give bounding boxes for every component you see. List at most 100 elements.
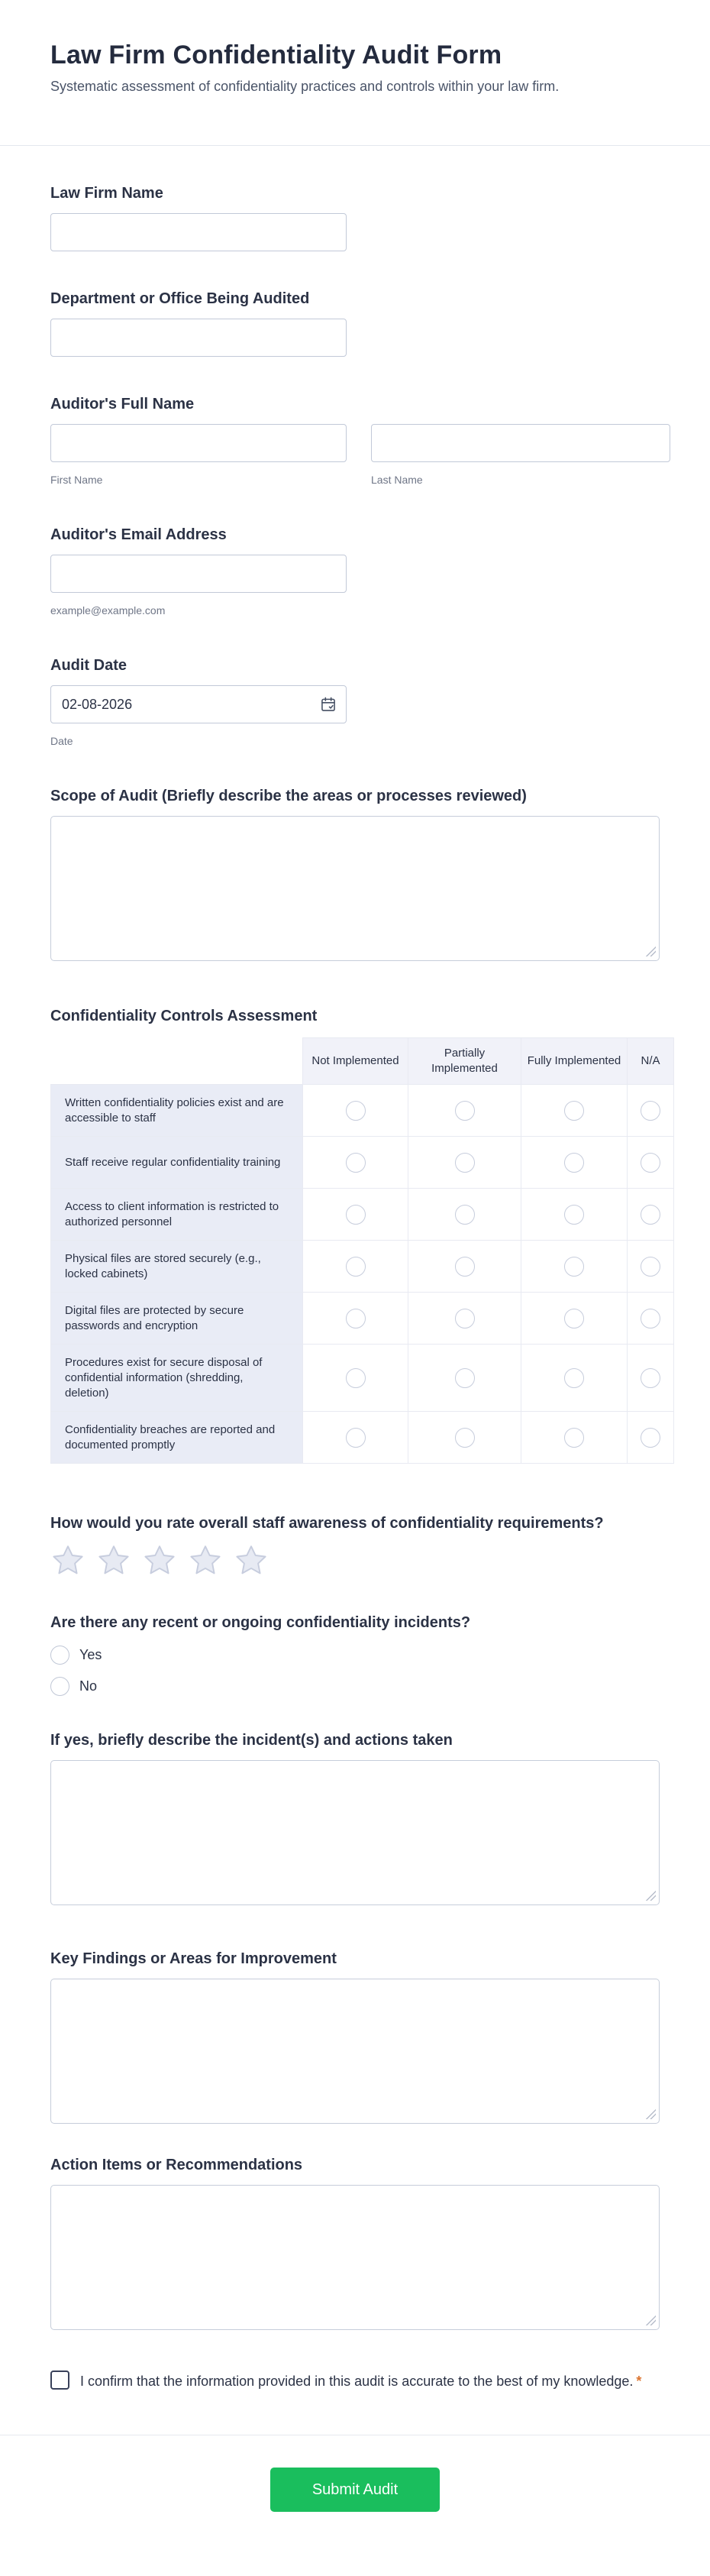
matrix-radio[interactable] [564,1100,584,1121]
matrix-radio[interactable] [454,1100,475,1121]
department-input[interactable] [50,319,347,357]
matrix-radio[interactable] [564,1308,584,1328]
matrix-radio[interactable] [641,1256,660,1277]
matrix-radio[interactable] [345,1308,366,1328]
radio-icon[interactable] [50,1646,69,1665]
star-rating [50,1543,660,1578]
matrix-cell [521,1188,628,1241]
scope-textarea-wrap [50,816,660,961]
matrix-cell [408,1240,521,1293]
key-findings-textarea[interactable] [50,1979,660,2124]
matrix-radio[interactable] [564,1367,584,1388]
form-header: Law Firm Confidentiality Audit Form Syst… [0,0,710,96]
matrix-cell [408,1344,521,1412]
matrix-radio[interactable] [641,1427,660,1448]
matrix-radio[interactable] [345,1367,366,1388]
matrix-col-header: N/A [627,1037,674,1085]
table-row: Written confidentiality policies exist a… [50,1084,674,1137]
matrix-cell [408,1136,521,1189]
page-title: Law Firm Confidentiality Audit Form [50,40,502,70]
page-subtitle: Systematic assessment of confidentiality… [50,79,560,94]
audit-date-label: Audit Date [50,657,127,674]
matrix-radio[interactable] [564,1427,584,1448]
action-items-textarea-wrap [50,2185,660,2330]
controls-assessment-table: Not Implemented Partially Implemented Fu… [50,1037,674,1464]
matrix-col-header: Partially Implemented [408,1037,521,1085]
scope-textarea[interactable] [50,816,660,961]
table-row: Access to client information is restrict… [50,1188,674,1241]
confirmation-checkbox[interactable] [50,2371,69,2390]
matrix-radio[interactable] [345,1204,366,1225]
matrix-radio[interactable] [454,1367,475,1388]
matrix-radio[interactable] [641,1367,660,1388]
star-icon[interactable] [96,1543,131,1578]
matrix-col-header: Not Implemented [302,1037,408,1085]
star-icon[interactable] [188,1543,223,1578]
matrix-radio[interactable] [345,1152,366,1173]
date-sublabel: Date [50,735,73,747]
calendar-icon[interactable] [320,696,337,713]
first-name-input[interactable] [50,424,347,462]
action-items-textarea[interactable] [50,2185,660,2330]
matrix-radio[interactable] [564,1204,584,1225]
audit-date-input[interactable] [50,685,347,723]
email-field[interactable] [50,555,347,593]
matrix-radio[interactable] [454,1152,475,1173]
matrix-radio[interactable] [454,1204,475,1225]
submit-area: Submit Audit [0,2435,710,2550]
matrix-cell [521,1240,628,1293]
matrix-cell [627,1411,674,1464]
question-scope: Scope of Audit (Briefly describe the are… [50,785,660,961]
matrix-cell [302,1411,408,1464]
matrix-cell [302,1292,408,1345]
question-incident-details: If yes, briefly describe the incident(s)… [50,1730,660,1905]
matrix-radio[interactable] [454,1256,475,1277]
matrix-cell [627,1188,674,1241]
matrix-cell [521,1344,628,1412]
incidents-option-yes[interactable]: Yes [50,1646,660,1665]
submit-button[interactable]: Submit Audit [270,2468,440,2512]
radio-icon[interactable] [50,1677,69,1696]
required-asterisk: * [636,2374,642,2389]
matrix-cell [627,1136,674,1189]
table-row: Procedures exist for secure disposal of … [50,1344,674,1412]
matrix-row-label: Confidentiality breaches are reported an… [50,1411,303,1464]
incidents-option-no[interactable]: No [50,1677,660,1696]
matrix-cell [521,1136,628,1189]
incident-details-textarea[interactable] [50,1760,660,1905]
matrix-radio[interactable] [564,1256,584,1277]
matrix-cell [408,1292,521,1345]
incidents-label: Are there any recent or ongoing confiden… [50,1614,471,1631]
matrix-radio[interactable] [641,1204,660,1225]
incident-details-textarea-wrap [50,1760,660,1905]
star-icon[interactable] [142,1543,177,1578]
header-divider [0,145,710,146]
table-row: Physical files are stored securely (e.g.… [50,1240,674,1293]
date-input-wrap [50,685,347,723]
action-items-label: Action Items or Recommendations [50,2157,303,2173]
confirmation-label: I confirm that the information provided … [80,2374,634,2389]
last-name-input[interactable] [371,424,670,462]
star-icon[interactable] [234,1543,269,1578]
matrix-radio[interactable] [345,1100,366,1121]
matrix-label: Confidentiality Controls Assessment [50,1008,318,1024]
matrix-radio[interactable] [345,1427,366,1448]
matrix-radio[interactable] [641,1152,660,1173]
matrix-cell [521,1292,628,1345]
matrix-radio[interactable] [454,1308,475,1328]
question-action-items: Action Items or Recommendations [50,2154,660,2330]
law-firm-name-input[interactable] [50,213,347,251]
matrix-radio[interactable] [454,1427,475,1448]
matrix-corner-cell [51,1038,303,1085]
matrix-radio[interactable] [564,1152,584,1173]
matrix-radio[interactable] [345,1256,366,1277]
star-icon[interactable] [50,1543,86,1578]
email-sublabel: example@example.com [50,604,166,616]
matrix-radio[interactable] [641,1308,660,1328]
matrix-radio[interactable] [641,1100,660,1121]
table-row: Staff receive regular confidentiality tr… [50,1136,674,1189]
department-label: Department or Office Being Audited [50,290,310,307]
question-rating: How would you rate overall staff awarene… [50,1513,660,1578]
matrix-cell [302,1136,408,1189]
question-auditor-name: Auditor's Full Name First Name Last Name [50,393,670,487]
